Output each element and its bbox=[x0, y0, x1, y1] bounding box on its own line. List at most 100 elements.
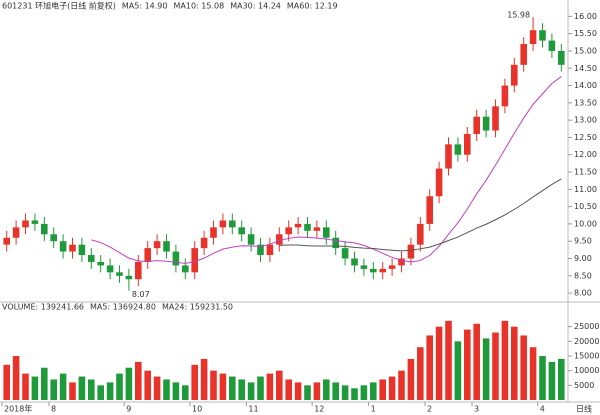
volume-bar bbox=[473, 323, 480, 400]
candle-body bbox=[313, 227, 321, 231]
x-tick-label: 10 bbox=[192, 405, 202, 414]
volume-bar bbox=[351, 388, 358, 400]
low-annotation: 8.07 bbox=[132, 290, 150, 299]
candle-body bbox=[153, 241, 161, 249]
volume-bar bbox=[360, 385, 368, 400]
candle-body bbox=[492, 106, 499, 131]
candle-body bbox=[473, 116, 480, 134]
volume-bar bbox=[210, 370, 217, 400]
volume-bar bbox=[78, 376, 86, 400]
volume-bar bbox=[144, 370, 151, 400]
candle-body bbox=[407, 244, 415, 259]
y-tick-label: 15.00 bbox=[574, 46, 597, 55]
volume-bar bbox=[106, 382, 114, 400]
y-tick-label: 9.00 bbox=[574, 254, 592, 263]
volume-bar bbox=[501, 320, 509, 400]
candle-body bbox=[69, 244, 76, 252]
high-annotation: 15.98 bbox=[507, 11, 530, 20]
volume-bar bbox=[219, 373, 227, 400]
volume-bar bbox=[238, 379, 245, 400]
y-tick-label: 8.00 bbox=[574, 289, 592, 298]
volume-bar bbox=[22, 373, 29, 400]
volume-y-tick-label: 10000 bbox=[574, 366, 599, 375]
volume-bar bbox=[41, 367, 48, 400]
x-tick-label: 4 bbox=[540, 405, 545, 414]
candle-body bbox=[50, 234, 57, 242]
volume-bar bbox=[69, 382, 76, 400]
candle-body bbox=[22, 220, 29, 228]
volume-bar bbox=[125, 367, 133, 400]
volume-bar bbox=[97, 385, 104, 400]
candle-body bbox=[135, 261, 142, 280]
volume-y-tick-label: 25000 bbox=[574, 322, 599, 331]
volume-bar bbox=[398, 370, 405, 400]
volume-bar bbox=[539, 356, 546, 400]
volume-bar bbox=[445, 320, 452, 400]
candle-body bbox=[520, 44, 527, 65]
x-tick-label: 11 bbox=[248, 405, 258, 414]
volume-bar bbox=[435, 326, 443, 400]
candle-body bbox=[548, 40, 556, 51]
volume-bar bbox=[135, 361, 142, 400]
legend-item: MA5: 136924.80 bbox=[90, 303, 156, 312]
x-tick-label: 8 bbox=[51, 405, 56, 414]
volume-bar bbox=[172, 382, 180, 400]
y-tick-label: 11.00 bbox=[574, 185, 597, 194]
candle-body bbox=[454, 144, 462, 155]
volume-bar bbox=[548, 361, 556, 400]
x-tick-label: 2018年 bbox=[4, 404, 32, 414]
candle-body bbox=[88, 255, 95, 262]
volume-bar bbox=[492, 332, 499, 400]
candle-body bbox=[539, 30, 546, 41]
y-tick-label: 11.50 bbox=[574, 168, 597, 177]
volume-bar bbox=[304, 385, 311, 400]
candle-body bbox=[125, 275, 133, 280]
y-tick-label: 12.50 bbox=[574, 133, 597, 142]
volume-bar bbox=[511, 326, 518, 400]
x-tick-label: 12 bbox=[314, 405, 324, 414]
candle-body bbox=[529, 30, 537, 45]
candle-body bbox=[59, 241, 67, 252]
x-tick-label: 2 bbox=[427, 405, 432, 414]
volume-bar bbox=[370, 382, 377, 400]
candle-body bbox=[247, 234, 255, 245]
volume-bar bbox=[247, 382, 255, 400]
candle-body bbox=[229, 220, 236, 228]
candle-body bbox=[210, 227, 217, 238]
volume-bar bbox=[332, 382, 339, 400]
candle-body bbox=[558, 50, 565, 65]
candle-body bbox=[276, 234, 283, 245]
header-title: 601231 环旭电子(日线 前复权) bbox=[2, 1, 116, 11]
candle-body bbox=[78, 244, 86, 256]
candle-body bbox=[398, 258, 405, 266]
candle-body bbox=[501, 85, 509, 107]
y-tick-label: 14.00 bbox=[574, 81, 597, 90]
y-tick-label: 10.50 bbox=[574, 202, 597, 211]
y-tick-label: 9.50 bbox=[574, 237, 592, 246]
y-tick-label: 13.50 bbox=[574, 98, 597, 107]
volume-bar bbox=[59, 373, 67, 400]
volume-bar bbox=[294, 382, 302, 400]
candle-body bbox=[294, 223, 302, 228]
candle-body bbox=[266, 244, 274, 256]
x-tick-label: 1 bbox=[371, 405, 376, 414]
candle-body bbox=[106, 265, 114, 273]
candle-body bbox=[379, 268, 386, 273]
candle-body bbox=[97, 261, 104, 266]
header-title: VOLUME: 139241.66 bbox=[2, 303, 84, 312]
y-tick-label: 15.50 bbox=[574, 29, 597, 38]
volume-bar bbox=[266, 373, 274, 400]
volume-bar bbox=[520, 335, 527, 400]
volume-bar bbox=[417, 347, 424, 400]
volume-bar bbox=[3, 364, 10, 400]
volume-bar bbox=[454, 341, 462, 400]
volume-bar bbox=[12, 356, 20, 400]
volume-bar bbox=[482, 338, 490, 400]
candle-body bbox=[351, 258, 358, 266]
volume-bar bbox=[407, 358, 415, 400]
y-tick-label: 12.00 bbox=[574, 150, 597, 159]
candle-body bbox=[360, 265, 368, 269]
volume-bar bbox=[341, 385, 349, 400]
legend-item: MA60: 12.19 bbox=[287, 2, 338, 11]
